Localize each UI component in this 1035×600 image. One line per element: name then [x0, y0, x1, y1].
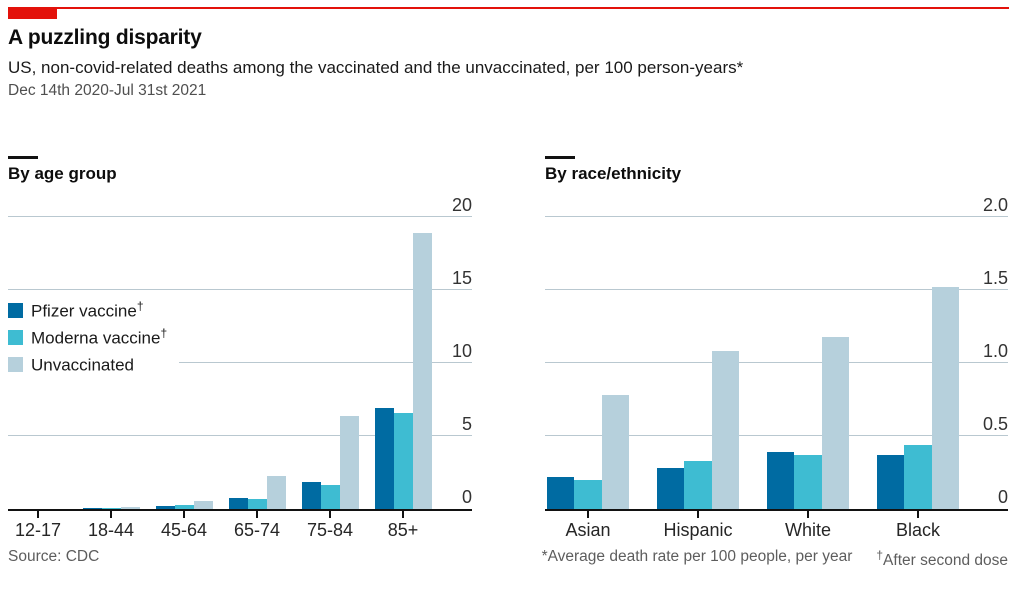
bar-pfizer-45-64 [155, 505, 175, 509]
x-axis-tick [697, 511, 699, 518]
top-rule [8, 7, 1009, 9]
y-axis-tick-label: 10 [451, 341, 472, 361]
bar-pfizer-85- [374, 408, 394, 509]
gridline [8, 289, 472, 290]
legend-item-label: Pfizer vaccine† [31, 299, 144, 321]
panel-title: By age group [8, 164, 117, 183]
bar-moderna-85- [393, 412, 413, 509]
gridline [8, 362, 472, 363]
bar-unvaccinated-65-74 [266, 475, 286, 509]
y-axis-tick-label: 15 [451, 268, 472, 288]
x-axis-tick [807, 511, 809, 518]
x-axis-category-label: 45-64 [160, 520, 208, 540]
x-axis-category-label: Asian [565, 520, 611, 540]
gridline [545, 362, 1008, 363]
x-axis-tick [329, 511, 331, 518]
footnotes: *Average death rate per 100 people, per … [542, 548, 1008, 570]
bar-moderna-45-64 [174, 504, 194, 509]
bar-pfizer-black [876, 454, 905, 509]
bar-pfizer-18-44 [82, 508, 102, 509]
legend-item-label: Unvaccinated [31, 355, 135, 375]
bar-pfizer-75-84 [301, 482, 321, 509]
y-axis-tick-label: 5 [461, 414, 472, 434]
panel-by-age-group: By age group Pfizer vaccine† Moderna vac… [8, 150, 472, 570]
panel-title: By race/ethnicity [545, 164, 682, 183]
x-axis-category-label: Hispanic [663, 520, 733, 540]
y-axis-tick-label: 0 [461, 487, 472, 507]
bar-pfizer-white [766, 452, 795, 509]
bar-moderna-white [794, 454, 822, 509]
gridline [8, 435, 472, 436]
panel-title-overline [8, 156, 38, 159]
footnote-average-rate: *Average death rate per 100 people, per … [541, 548, 853, 565]
x-axis-tick [917, 511, 919, 518]
x-axis-category-label: 18-44 [87, 520, 135, 540]
y-axis-tick-label: 1.0 [982, 341, 1008, 361]
y-axis-tick-label: 2.0 [982, 195, 1008, 215]
y-axis-tick-label: 0 [997, 487, 1008, 507]
brand-red-tab [8, 7, 57, 19]
bar-moderna-65-74 [247, 498, 267, 509]
x-axis-tick [110, 511, 112, 518]
legend: Pfizer vaccine† Moderna vaccine† Unvacci… [8, 295, 180, 384]
gridline [545, 216, 1008, 217]
bar-moderna-75-84 [320, 484, 340, 509]
x-axis-category-label: 75-84 [306, 520, 354, 540]
gridline [545, 435, 1008, 436]
x-axis-category-label: 12-17 [14, 520, 62, 540]
bar-pfizer-hispanic [656, 468, 685, 509]
bar-unvaccinated-85- [412, 233, 432, 509]
footnote-after-second-dose: †After second dose [876, 548, 1008, 570]
x-axis-tick [183, 511, 185, 518]
bar-unvaccinated-hispanic [711, 351, 740, 509]
bar-moderna-asian [574, 479, 602, 509]
x-axis-line [8, 509, 472, 511]
legend-item-label: Moderna vaccine† [31, 326, 168, 348]
x-axis-category-label: Black [895, 520, 940, 540]
bar-unvaccinated-black [931, 287, 960, 509]
bar-moderna-black [904, 444, 932, 509]
bar-unvaccinated-45-64 [193, 500, 213, 509]
source-note: Source: CDC [8, 548, 100, 565]
gridline [545, 289, 1008, 290]
panel-title-overline [545, 156, 575, 159]
x-axis-tick [402, 511, 404, 518]
unvaccinated-swatch-icon [8, 357, 23, 372]
bar-pfizer-asian [546, 476, 575, 509]
x-axis-tick [256, 511, 258, 518]
x-axis-tick [37, 511, 39, 518]
moderna-swatch-icon [8, 330, 23, 345]
plot-area: Pfizer vaccine† Moderna vaccine† Unvacci… [8, 196, 472, 540]
y-axis-tick-label: 20 [451, 195, 472, 215]
bar-unvaccinated-white [821, 336, 850, 509]
legend-item-moderna: Moderna vaccine† [8, 324, 167, 351]
date-range: Dec 14th 2020-Jul 31st 2021 [8, 82, 207, 99]
x-axis-category-label: 65-74 [233, 520, 281, 540]
legend-item-unvaccinated: Unvaccinated [8, 351, 167, 378]
bar-pfizer-65-74 [228, 497, 248, 509]
y-axis-tick-label: 1.5 [982, 268, 1008, 288]
page-title: A puzzling disparity [8, 26, 202, 49]
x-axis-category-label: White [784, 520, 831, 540]
bar-unvaccinated-75-84 [339, 415, 359, 509]
pfizer-swatch-icon [8, 303, 23, 318]
bar-unvaccinated-18-44 [120, 507, 140, 509]
bar-unvaccinated-asian [601, 395, 630, 509]
x-axis-tick [587, 511, 589, 518]
plot-area: 0 0.5 1.0 1.5 2.0 Asian Hispanic White Black [545, 196, 1008, 540]
legend-item-pfizer: Pfizer vaccine† [8, 297, 167, 324]
bar-moderna-hispanic [684, 460, 712, 509]
bar-moderna-18-44 [101, 508, 121, 509]
x-axis-line [545, 509, 1008, 511]
panel-by-race-ethnicity: By race/ethnicity 0 0.5 1.0 1.5 2.0 Asian Hisp… [545, 150, 1008, 570]
gridline [8, 216, 472, 217]
y-axis-tick-label: 0.5 [982, 414, 1008, 434]
x-axis-category-label: 85+ [387, 520, 419, 540]
chart-subtitle: US, non-covid-related deaths among the v… [8, 58, 744, 77]
